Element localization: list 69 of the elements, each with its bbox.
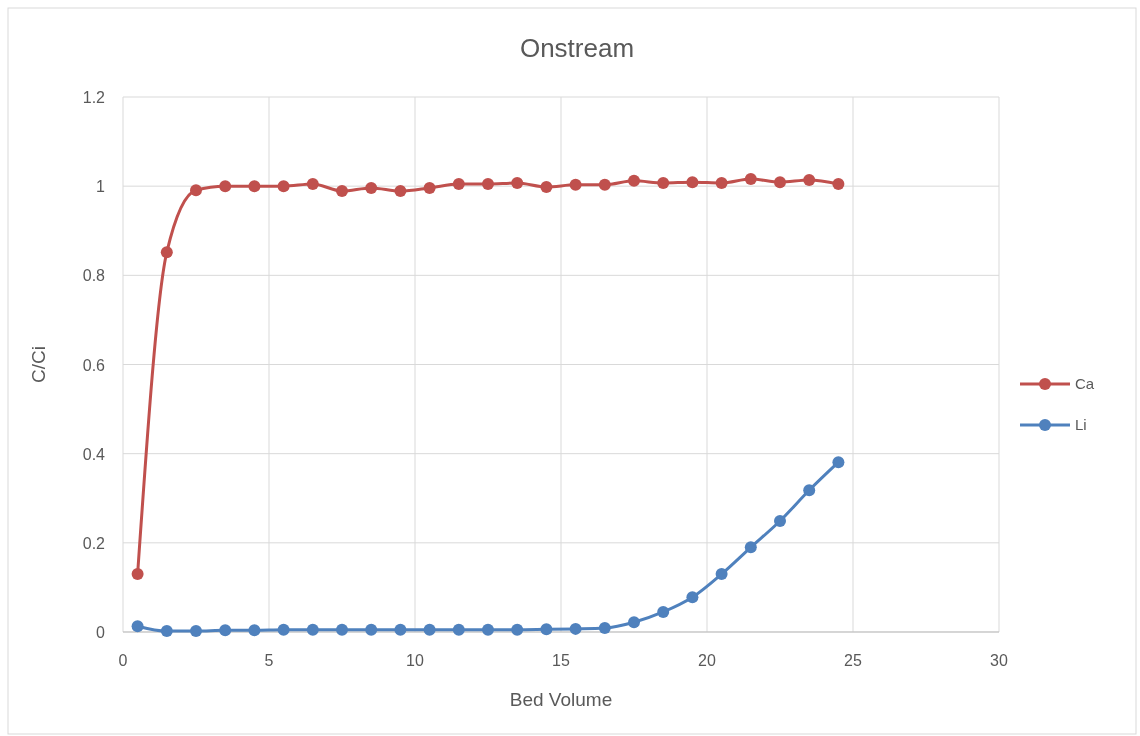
y-tick-label: 0.2 [82,534,106,552]
point [511,623,524,636]
point [160,246,173,259]
legend-label: Li [1075,416,1087,433]
point [336,623,348,636]
point [774,514,786,527]
point [657,605,670,618]
x-tick-label: 15 [552,652,570,669]
point [569,178,582,191]
point [628,174,640,187]
point [540,181,553,194]
point [306,623,319,636]
legend-label: Ca [1075,375,1095,392]
y-tick-label: 0.6 [82,356,106,374]
point [190,625,202,638]
point [365,623,378,636]
x-tick-label: 10 [406,652,424,669]
point [394,623,407,636]
x-axis-title: Bed Volume [509,689,613,710]
point [394,185,407,198]
point [598,178,611,191]
point [569,622,582,635]
y-tick-label: 1.2 [82,89,106,106]
point [248,624,261,637]
point [482,623,494,636]
point [160,625,173,638]
point [686,591,699,604]
point [803,484,816,497]
point [277,623,290,636]
y-tick-label: 0.8 [82,267,106,285]
point [774,176,786,189]
point [452,177,465,190]
point [715,177,728,190]
point [832,456,845,469]
x-tick-label: 5 [264,652,274,669]
point [832,177,845,190]
point [657,177,670,190]
point [452,623,465,636]
y-axis-title: C/Ci [28,346,49,383]
point [803,173,816,186]
point [598,621,611,634]
x-tick-label: 25 [844,652,862,669]
y-tick-label: 0 [96,624,106,641]
point [219,180,232,193]
point [511,177,524,190]
point [423,181,436,194]
point [482,177,494,190]
point [219,624,232,637]
point [365,181,378,194]
chart-title: Onstream [519,33,635,63]
point [715,568,728,581]
point [190,184,202,197]
point [744,173,757,186]
point [336,185,348,198]
point [628,616,640,629]
point [131,620,144,633]
point [131,568,144,581]
point [277,180,290,193]
point [744,541,757,554]
point [686,176,699,189]
x-tick-label: 20 [698,652,716,669]
x-tick-label: 0 [118,652,128,669]
point [248,180,261,193]
y-tick-label: 0.4 [82,445,106,463]
x-tick-label: 30 [990,652,1008,669]
y-tick-label: 1 [96,178,106,196]
point [306,177,319,190]
point [423,623,436,636]
point [540,623,553,636]
